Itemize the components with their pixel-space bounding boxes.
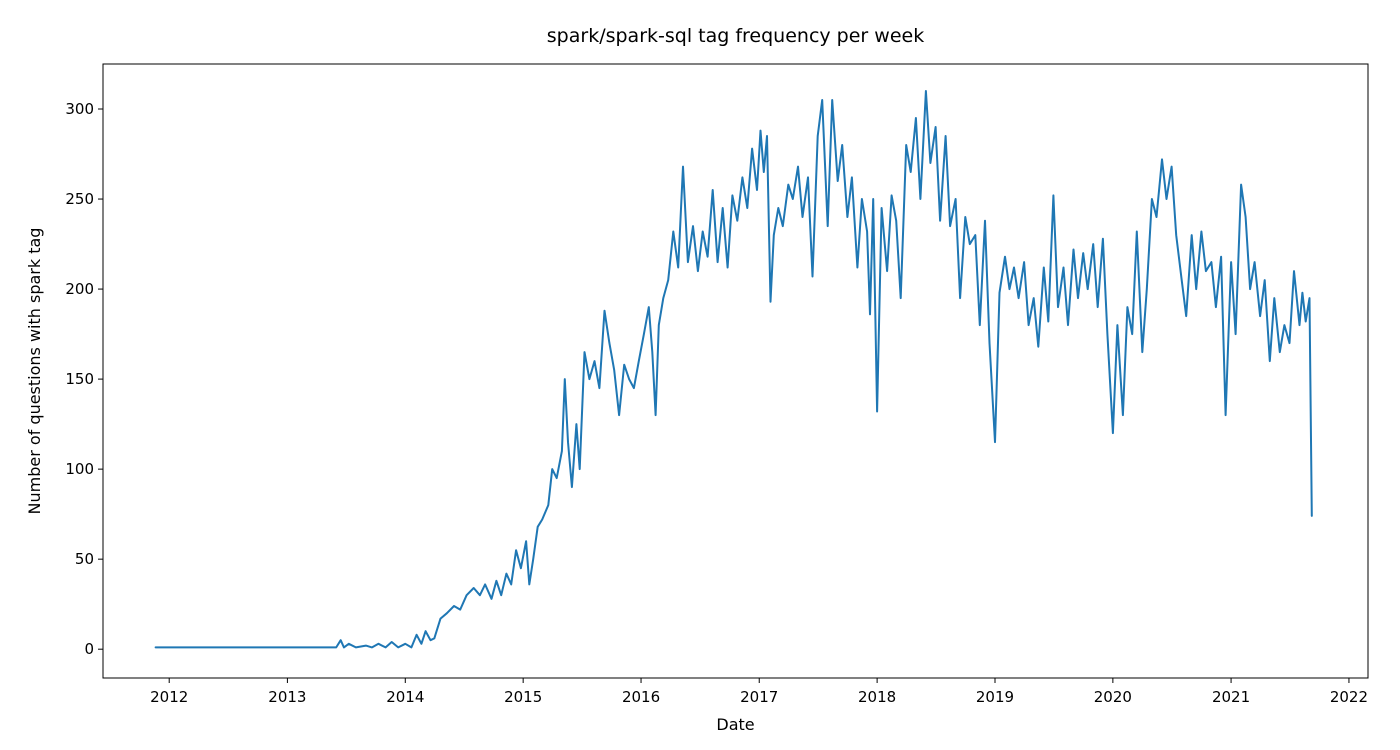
x-tick-label: 2020 [1094,688,1132,706]
y-axis-label: Number of questions with spark tag [25,228,44,515]
x-tick-label: 2016 [622,688,660,706]
x-tick-label: 2019 [976,688,1014,706]
x-tick-label: 2021 [1212,688,1250,706]
x-axis-label: Date [716,715,754,734]
chart-title: spark/spark-sql tag frequency per week [547,25,924,47]
x-tick-label: 2014 [386,688,424,706]
x-tick-label: 2017 [740,688,778,706]
y-axis: 0 50 100 150 200 250 300 [65,100,103,658]
x-tick-label: 2018 [858,688,896,706]
series-line-0 [154,90,1313,649]
x-tick-label: 2015 [504,688,542,706]
y-tick-label: 150 [65,370,94,388]
y-tick-label: 200 [65,280,94,298]
y-tick-label: 50 [75,550,94,568]
y-tick-label: 250 [65,190,94,208]
y-tick-label: 0 [84,640,94,658]
y-tick-label: 300 [65,100,94,118]
x-tick-label: 2012 [150,688,188,706]
x-axis: 2012 2013 2014 2015 2016 2017 2018 2019 2020 2021… [150,678,1368,706]
series-layer [154,90,1313,649]
x-tick-label: 2022 [1330,688,1368,706]
x-tick-label: 2013 [268,688,306,706]
plot-frame [102,63,1369,679]
y-tick-label: 100 [65,460,94,478]
